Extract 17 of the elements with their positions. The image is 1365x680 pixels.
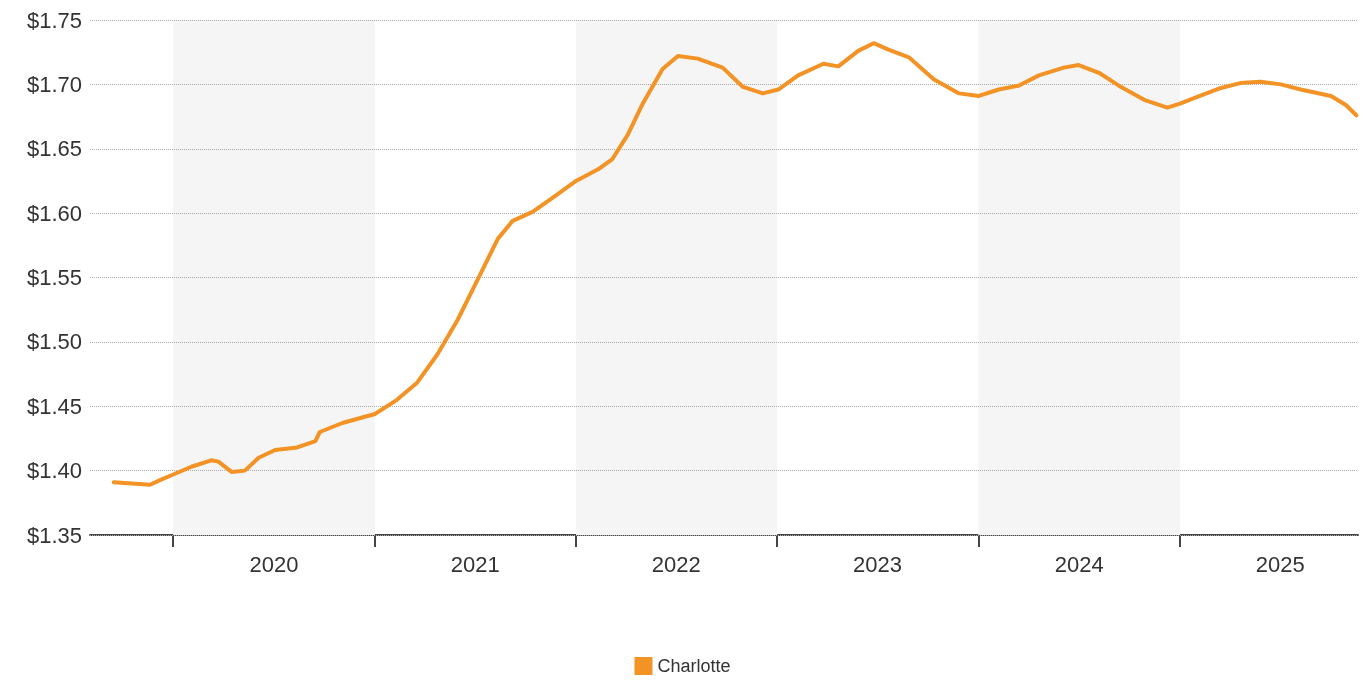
y-tick-label: $1.65 [26, 136, 82, 162]
y-tick-label: $1.55 [26, 265, 82, 290]
y-tick-label: $1.45 [26, 393, 82, 419]
line-series [111, 41, 1359, 487]
y-tick-label: $1.70 [26, 71, 82, 97]
x-tick-label: 2022 [651, 551, 701, 577]
x-tick-label: 2021 [450, 551, 500, 577]
y-tick-label: $1.50 [26, 329, 82, 355]
x-tick-label: 2024 [1054, 551, 1104, 577]
x-tick-label: 2023 [852, 551, 902, 577]
y-tick-label: $1.40 [26, 458, 82, 484]
y-tick-label: $1.75 [26, 7, 82, 33]
legend-label: Charlotte [657, 656, 731, 676]
y-tick-label: $1.35 [26, 522, 82, 548]
y-tick-label: $1.60 [26, 200, 82, 226]
x-tick-label: 2020 [249, 551, 299, 577]
x-tick-label: 2025 [1255, 551, 1305, 577]
